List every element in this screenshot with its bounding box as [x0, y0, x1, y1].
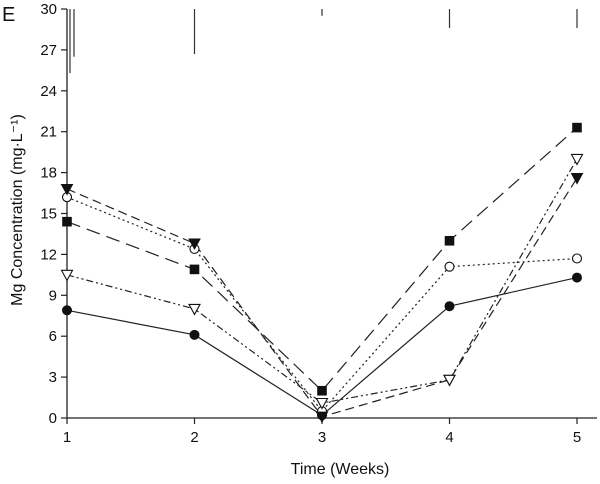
data-point	[443, 374, 456, 387]
data-point	[62, 216, 72, 227]
x-tick-label: 1	[63, 429, 71, 446]
y-tick-label: 6	[49, 328, 57, 345]
y-tick-label: 0	[49, 410, 57, 427]
series-line-2	[66, 127, 578, 392]
data-point	[60, 183, 74, 196]
y-tick-label: 9	[49, 287, 57, 304]
data-point	[315, 411, 329, 424]
y-axis-title: Mg Concentration (mg·L⁻¹)	[9, 114, 26, 306]
data-point	[315, 397, 329, 410]
x-tick-label: 3	[318, 429, 326, 446]
data-point	[188, 238, 201, 251]
data-point	[62, 305, 72, 316]
data-point	[570, 153, 584, 166]
data-point	[571, 253, 583, 264]
data-point	[572, 122, 582, 133]
y-tick-label: 3	[49, 369, 57, 386]
data-point	[570, 173, 584, 185]
x-tick-label: 4	[445, 429, 453, 446]
y-tick-label: 15	[40, 206, 57, 223]
x-tick-label: 2	[190, 429, 198, 446]
data-point	[317, 385, 327, 396]
y-tick-label: 18	[40, 165, 57, 182]
data-point	[444, 301, 455, 312]
series-line-3	[66, 196, 578, 413]
x-tick-label: 5	[573, 429, 581, 446]
y-tick-label: 21	[40, 124, 57, 141]
y-tick-label: 27	[40, 42, 57, 59]
panel-label: E	[2, 4, 15, 26]
y-tick-label: 12	[40, 246, 57, 263]
data-point	[444, 235, 455, 246]
data-point	[188, 303, 201, 316]
y-tick-label: 30	[40, 1, 57, 18]
data-point	[572, 272, 582, 283]
data-point	[444, 261, 455, 272]
data-point	[60, 269, 74, 282]
data-point	[189, 264, 200, 275]
series-line-4	[66, 177, 578, 418]
x-axis-title: Time (Weeks)	[291, 461, 390, 478]
y-tick-label: 24	[40, 83, 57, 100]
data-point	[189, 329, 200, 340]
